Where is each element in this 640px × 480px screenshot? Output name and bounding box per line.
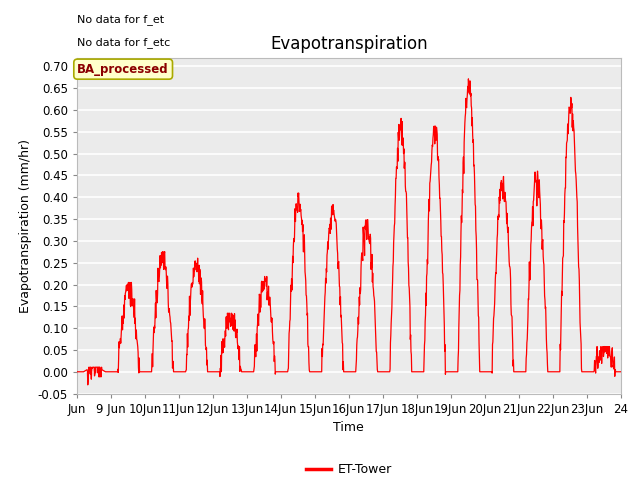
Y-axis label: Evapotranspiration (mm/hr): Evapotranspiration (mm/hr) — [19, 139, 32, 312]
X-axis label: Time: Time — [333, 421, 364, 434]
Text: No data for f_etc: No data for f_etc — [77, 37, 170, 48]
Legend: ET-Tower: ET-Tower — [301, 458, 397, 480]
Title: Evapotranspiration: Evapotranspiration — [270, 35, 428, 53]
Text: No data for f_et: No data for f_et — [77, 14, 164, 25]
Text: BA_processed: BA_processed — [77, 63, 169, 76]
